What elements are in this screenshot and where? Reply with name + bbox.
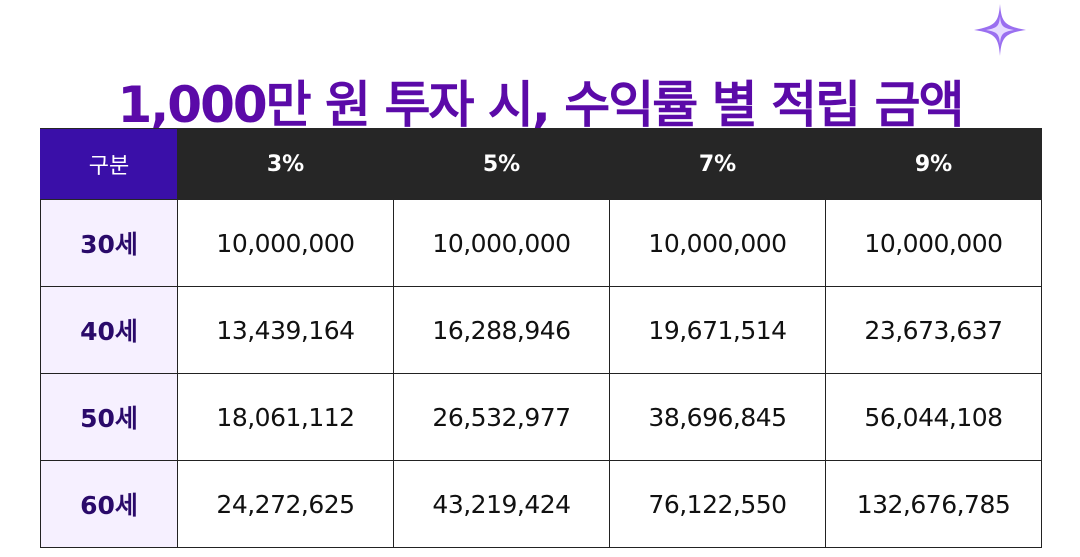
table-cell: 10,000,000: [177, 199, 394, 287]
column-header-9-percent: 9%: [825, 128, 1042, 200]
table-cell: 24,272,625: [177, 460, 394, 548]
column-header-3-percent: 3%: [177, 128, 394, 200]
table-cell: 38,696,845: [609, 373, 826, 461]
table-cell: 132,676,785: [825, 460, 1042, 548]
table-cell: 10,000,000: [825, 199, 1042, 287]
header-row: 구분 3% 5% 7% 9%: [40, 128, 1042, 200]
table-row: 60세 24,272,625 43,219,424 76,122,550 132…: [40, 460, 1042, 548]
table-cell: 16,288,946: [393, 286, 610, 374]
table-header: 구분 3% 5% 7% 9%: [40, 128, 1042, 200]
table-cell: 18,061,112: [177, 373, 394, 461]
table-cell: 26,532,977: [393, 373, 610, 461]
table-cell: 76,122,550: [609, 460, 826, 548]
column-header-7-percent: 7%: [609, 128, 826, 200]
table-cell: 10,000,000: [393, 199, 610, 287]
sparkle-icon: [974, 4, 1026, 56]
table-cell: 43,219,424: [393, 460, 610, 548]
row-header-age-40: 40세: [40, 286, 178, 374]
table-cell: 19,671,514: [609, 286, 826, 374]
table-cell: 23,673,637: [825, 286, 1042, 374]
return-table: 구분 3% 5% 7% 9% 30세 10,000,000 10,000,000…: [40, 128, 1042, 548]
column-header-5-percent: 5%: [393, 128, 610, 200]
table-row: 30세 10,000,000 10,000,000 10,000,000 10,…: [40, 199, 1042, 287]
table-row: 40세 13,439,164 16,288,946 19,671,514 23,…: [40, 286, 1042, 374]
row-header-age-30: 30세: [40, 199, 178, 287]
table-cell: 13,439,164: [177, 286, 394, 374]
table-cell: 56,044,108: [825, 373, 1042, 461]
table-row: 50세 18,061,112 26,532,977 38,696,845 56,…: [40, 373, 1042, 461]
page-title: 1,000만 원 투자 시, 수익률 별 적립 금액: [117, 75, 965, 134]
row-header-age-60: 60세: [40, 460, 178, 548]
table-body: 30세 10,000,000 10,000,000 10,000,000 10,…: [40, 199, 1042, 548]
row-header-age-50: 50세: [40, 373, 178, 461]
table-cell: 10,000,000: [609, 199, 826, 287]
corner-header: 구분: [40, 128, 178, 200]
